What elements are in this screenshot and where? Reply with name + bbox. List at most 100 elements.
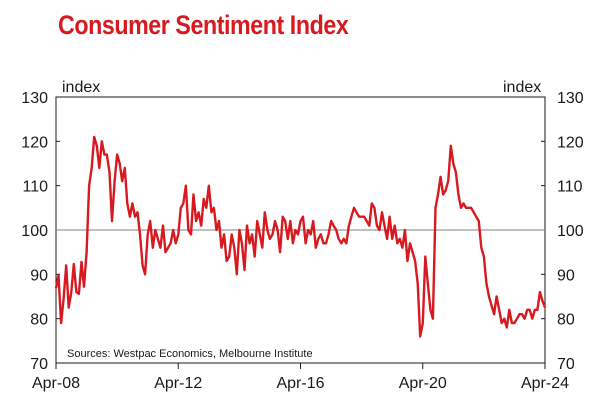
data-point <box>422 322 424 324</box>
data-point <box>493 313 495 315</box>
data-point <box>343 238 345 240</box>
data-point <box>73 263 75 265</box>
data-point <box>473 211 475 213</box>
y-tick-label-right: 100 <box>557 223 584 240</box>
data-point <box>131 202 133 204</box>
data-point <box>116 154 118 156</box>
data-point <box>513 322 516 324</box>
data-point <box>134 216 136 218</box>
data-point <box>88 185 90 187</box>
data-point <box>531 318 533 320</box>
data-point <box>488 295 490 298</box>
data-point <box>129 216 131 218</box>
data-point <box>96 145 98 147</box>
data-point <box>198 211 200 213</box>
data-point <box>208 185 210 187</box>
data-point <box>93 136 95 138</box>
data-point <box>80 261 83 263</box>
data-point <box>327 233 330 235</box>
data-point <box>355 211 358 213</box>
data-point <box>544 307 546 309</box>
y-tick-label-right: 110 <box>557 179 583 196</box>
data-point <box>511 322 513 324</box>
data-point <box>190 233 192 235</box>
data-point <box>261 247 263 249</box>
data-point <box>373 207 375 209</box>
data-point <box>111 220 113 222</box>
data-point <box>368 225 370 227</box>
y-axis-label-left: index <box>62 79 100 96</box>
x-tick-label: Apr-20 <box>399 375 447 392</box>
data-point <box>516 318 518 320</box>
data-point <box>266 229 268 231</box>
data-point <box>424 256 426 258</box>
data-point <box>340 242 342 244</box>
data-point <box>361 216 363 218</box>
data-point <box>289 220 291 222</box>
data-point <box>246 225 248 227</box>
data-point <box>419 335 421 337</box>
data-point <box>139 233 141 235</box>
data-point <box>264 211 266 213</box>
data-point <box>103 154 105 156</box>
data-point <box>241 242 243 244</box>
data-point <box>470 207 472 209</box>
data-point <box>371 202 373 204</box>
series-group <box>54 135 547 338</box>
data-point <box>86 251 88 253</box>
data-point <box>98 167 100 169</box>
data-point <box>376 225 378 227</box>
source-note: Sources: Westpac Economics, Melbourne In… <box>67 348 313 360</box>
data-point <box>152 247 154 249</box>
data-point <box>147 233 149 235</box>
data-point <box>518 313 521 315</box>
y-tick-label-left: 90 <box>30 267 48 284</box>
data-point <box>437 193 439 196</box>
data-point <box>203 198 205 200</box>
data-point <box>307 229 309 231</box>
y-tick-label-right: 70 <box>557 356 575 373</box>
data-point <box>83 286 85 288</box>
x-tick-label: Apr-08 <box>32 375 80 392</box>
data-point <box>506 326 508 329</box>
data-point <box>228 256 230 258</box>
data-point <box>386 238 388 240</box>
data-point <box>75 291 77 293</box>
data-point <box>539 291 541 293</box>
data-point <box>195 220 197 222</box>
series-line-consumer-sentiment <box>54 135 547 338</box>
data-point <box>468 207 470 209</box>
data-point <box>399 238 401 240</box>
data-point <box>136 211 139 213</box>
data-point <box>460 207 462 209</box>
data-point <box>310 233 312 235</box>
data-point <box>170 242 172 244</box>
x-tick-label: Apr-16 <box>276 375 324 392</box>
data-point <box>284 220 286 222</box>
data-point <box>254 256 256 258</box>
data-point <box>210 211 212 213</box>
data-point <box>223 233 225 235</box>
data-point <box>213 207 215 209</box>
data-point <box>299 220 302 222</box>
y-tick-label-left: 130 <box>21 90 48 107</box>
data-point <box>434 207 437 209</box>
data-point <box>157 238 159 240</box>
data-point <box>391 238 393 240</box>
data-point <box>445 189 447 191</box>
data-point <box>218 220 220 222</box>
data-point <box>414 260 416 262</box>
data-point <box>274 220 276 222</box>
data-point <box>177 233 179 235</box>
data-point <box>312 220 314 222</box>
data-point <box>432 318 434 320</box>
data-point <box>389 216 391 218</box>
data-point <box>447 180 449 182</box>
data-point <box>180 207 182 209</box>
data-point <box>330 220 332 222</box>
data-point <box>396 242 398 244</box>
data-point <box>294 229 296 231</box>
data-point <box>68 307 70 309</box>
data-point <box>119 162 121 165</box>
